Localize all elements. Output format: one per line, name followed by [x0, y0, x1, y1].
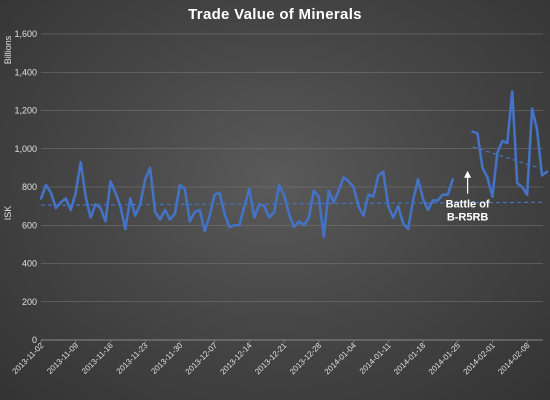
annotation-text-line: B-R5RB [447, 212, 489, 224]
x-tick-label: 2014-02-08 [496, 341, 532, 377]
x-tick-label: 2014-02-01 [462, 341, 498, 377]
y-units-label: Billions [3, 35, 13, 64]
y-tick-label: 1,000 [14, 144, 37, 154]
x-tick-label: 2014-01-18 [392, 341, 428, 377]
trendline [472, 146, 543, 170]
y-tick-label: 1,600 [14, 29, 37, 39]
x-tick-label: 2014-01-04 [323, 341, 359, 377]
x-tick-label: 2013-11-30 [149, 341, 184, 376]
y-tick-label: 1,400 [14, 67, 37, 77]
x-tick-label: 2013-11-16 [80, 341, 115, 376]
x-tick-label: 2013-11-02 [11, 341, 46, 376]
y-tick-label: 400 [22, 259, 37, 269]
y-tick-label: 0 [32, 335, 37, 345]
annotation-arrow-head [464, 170, 472, 178]
x-tick-label: 2014-01-25 [427, 341, 463, 377]
x-tick-label: 2013-12-07 [184, 341, 220, 377]
y-axis-label: ISK [3, 206, 13, 221]
y-tick-label: 1,200 [14, 106, 37, 116]
annotation-text: Battle of B-R5RB [446, 199, 490, 224]
x-tick-label: 2014-01-11 [358, 341, 393, 376]
series-line [39, 160, 455, 239]
chart-title: Trade Value of Minerals [188, 6, 362, 23]
annotation-text-line: Battle of [446, 199, 490, 211]
y-tick-label: 600 [22, 220, 37, 230]
x-tick-label: 2013-12-14 [218, 341, 254, 377]
x-tick-label: 2013-12-28 [288, 341, 324, 377]
x-tick-label: 2013-12-21 [253, 341, 289, 377]
x-tick-label: 2013-11-09 [45, 341, 80, 376]
series-line [471, 90, 549, 198]
x-tick-label: 2013-11-23 [115, 341, 150, 376]
y-tick-label: 800 [22, 182, 37, 192]
y-tick-label: 200 [22, 297, 37, 307]
